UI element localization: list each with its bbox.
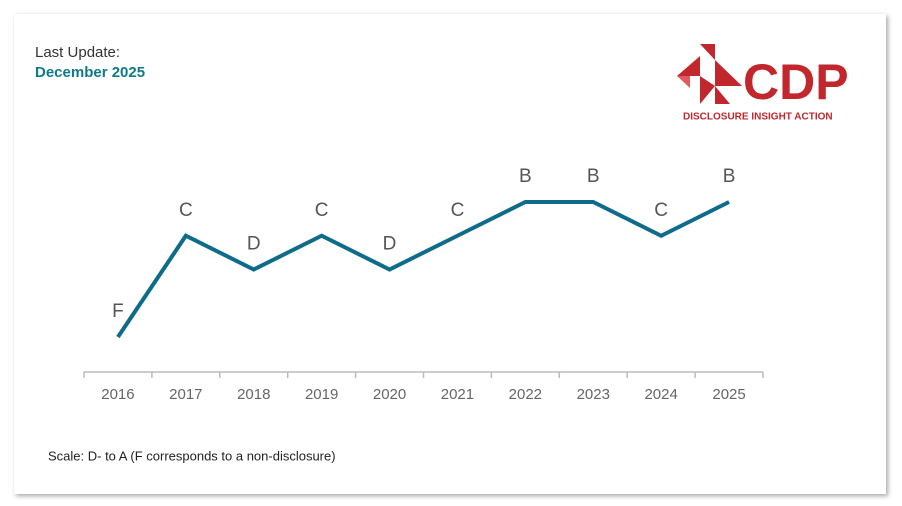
- data-label: C: [451, 200, 465, 221]
- x-tick-label: 2018: [237, 386, 270, 403]
- x-tick-label: 2017: [169, 386, 202, 403]
- line: [116, 200, 730, 339]
- data-label: B: [519, 166, 532, 187]
- update-label: Last Update:: [35, 44, 120, 61]
- data-label: C: [315, 200, 329, 221]
- x-tick-label: 2025: [712, 386, 745, 403]
- x-tick-label: 2019: [305, 386, 338, 403]
- x-tick-label: 2021: [441, 386, 474, 403]
- data-label: D: [383, 234, 397, 255]
- scale-note: Scale: D- to A (F corresponds to a non-d…: [48, 448, 336, 463]
- data-label: F: [112, 301, 124, 322]
- data-label: B: [587, 166, 600, 187]
- logo-tagline: DISCLOSURE INSIGHT ACTION: [683, 112, 833, 123]
- card: [14, 14, 886, 494]
- logo-mark: [677, 44, 742, 104]
- data-label: D: [247, 234, 261, 255]
- x-tick-label: 2023: [577, 386, 610, 403]
- x-tick-label: 2024: [644, 386, 677, 403]
- x-tick-label: 2020: [373, 386, 406, 403]
- x-tick-label: 2016: [101, 386, 134, 403]
- logo-name: CDP: [743, 54, 849, 110]
- data-label: B: [723, 166, 736, 187]
- update-date: December 2025: [35, 64, 145, 81]
- data-label: C: [654, 200, 668, 221]
- x-tick-label: 2022: [509, 386, 542, 403]
- data-label: C: [179, 200, 193, 221]
